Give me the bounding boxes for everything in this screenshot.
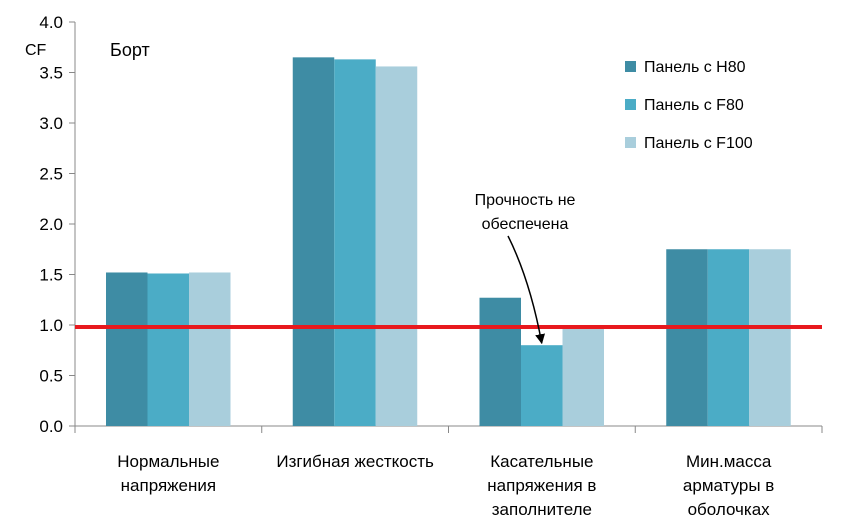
y-tick-label: 3.5 — [39, 64, 63, 83]
bar-3-3 — [562, 328, 604, 426]
bar-1-4 — [666, 249, 708, 426]
legend-label: Панель с F100 — [644, 135, 753, 152]
y-tick-label: 3.0 — [39, 114, 63, 133]
legend-label: Панель с H80 — [644, 59, 746, 76]
bar-3-1 — [189, 272, 231, 426]
legend-label: Панель с F80 — [644, 97, 744, 114]
bars — [106, 57, 791, 427]
bar-1-2 — [292, 57, 335, 426]
y-tick-label: 2.5 — [39, 165, 63, 184]
chart-title: Борт — [110, 40, 150, 60]
legend: Панель с H80 Панель с F80 Панель с F100 — [625, 59, 753, 152]
y-tick-label: 1.5 — [39, 266, 63, 285]
y-tick-label: 4.0 — [39, 13, 63, 32]
bar-3-4 — [749, 249, 791, 426]
legend-swatch — [625, 99, 636, 110]
y-tick-label: 0.5 — [39, 367, 63, 386]
bar-2-1 — [147, 273, 189, 426]
bar-1-3 — [479, 297, 521, 426]
labels: Нормальные напряжения Изгибная жесткость Ка… — [25, 40, 774, 519]
legend-swatch — [625, 61, 636, 72]
y-tick-label: 2.0 — [39, 215, 63, 234]
y-tick-label: 1.0 — [39, 316, 63, 335]
x-category-label: Нормальные напряжения — [117, 452, 219, 495]
bar-2-3 — [521, 345, 563, 426]
annotation-arrow — [507, 235, 546, 345]
x-category-label: Мин.масса арматуры в оболочках — [683, 452, 774, 519]
bar-2-4 — [707, 249, 750, 426]
bar-2-2 — [334, 59, 376, 427]
legend-swatch — [625, 137, 636, 148]
x-category-label: Касательные напряжения в заполнителе — [487, 452, 596, 519]
x-category-label: Изгибная жесткость — [276, 452, 434, 471]
annotation: Прочность не обеспечена — [475, 192, 576, 345]
annotation-text: Прочность не обеспечена — [475, 192, 576, 233]
y-axis-label: CF — [25, 42, 47, 59]
y-tick-label: 0.0 — [39, 417, 63, 436]
bar-1-1 — [106, 272, 148, 426]
bar-3-2 — [375, 66, 418, 426]
